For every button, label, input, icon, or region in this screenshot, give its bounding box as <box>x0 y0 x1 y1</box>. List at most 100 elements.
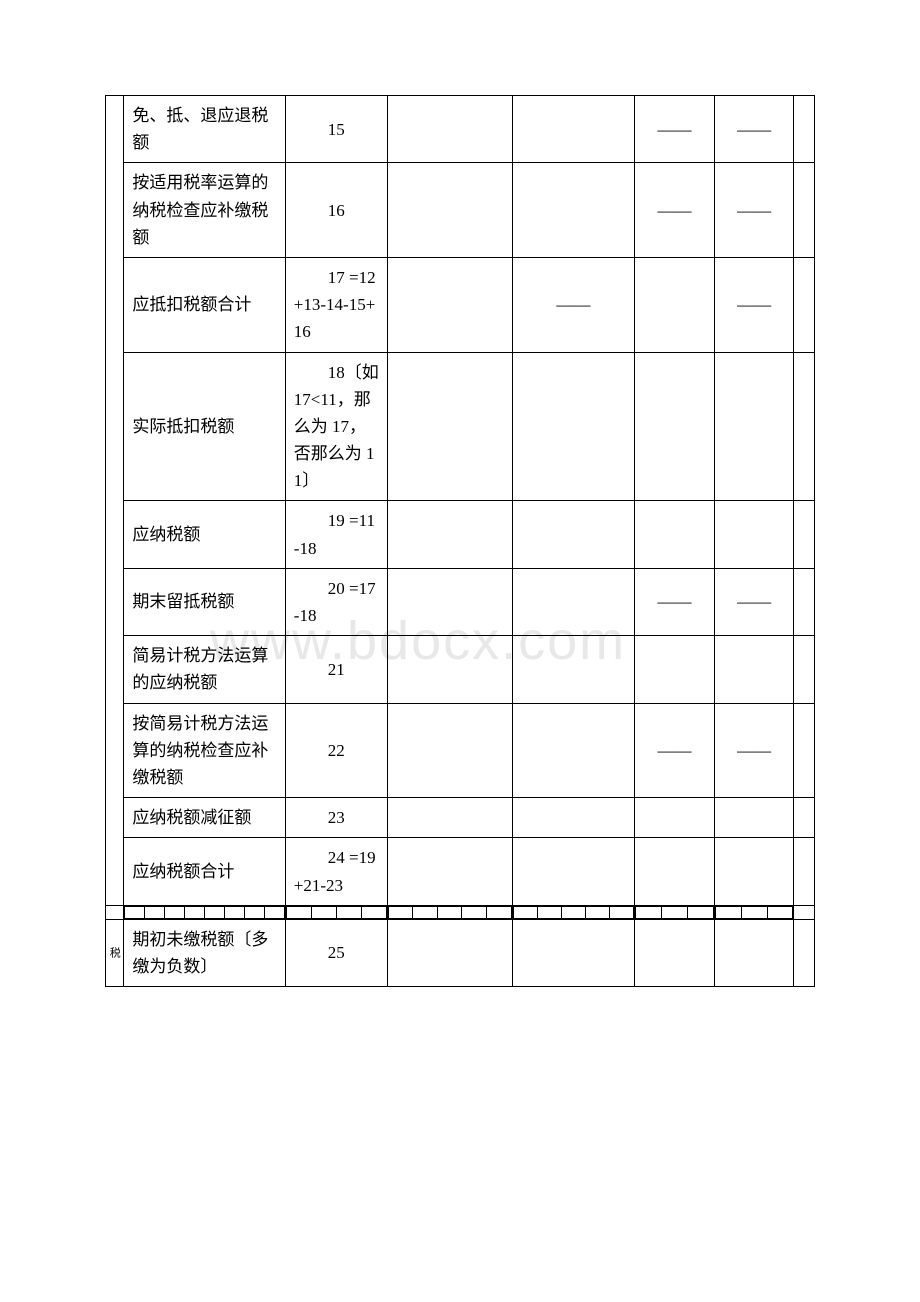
row-num: 15 <box>285 96 387 163</box>
spacer-row <box>106 905 815 919</box>
cell <box>794 501 815 568</box>
table-row: 实际抵扣税额 18〔如 17<11，那么为 17，否那么为 11〕 <box>106 352 815 501</box>
row-desc: 应纳税额 <box>124 501 285 568</box>
cell <box>512 838 635 905</box>
row-desc: 免、抵、退应退税额 <box>124 96 285 163</box>
tax-table: 免、抵、退应退税额 15 —— —— 按适用税率运算的纳税检查应补缴税额 16 … <box>105 95 815 987</box>
row-num: 20 =17-18 <box>285 568 387 635</box>
cell: —— <box>635 703 715 798</box>
cell <box>714 636 794 703</box>
table-row: 应纳税额 19 =11-18 <box>106 501 815 568</box>
table-row: 应纳税额合计 24 =19+21-23 <box>106 838 815 905</box>
cell <box>387 257 512 352</box>
cell <box>794 905 815 919</box>
cell <box>387 838 512 905</box>
cell <box>714 919 794 986</box>
table-row: 应抵扣税额合计 17 =12+13-14-15+16 —— —— <box>106 257 815 352</box>
document-page: 免、抵、退应退税额 15 —— —— 按适用税率运算的纳税检查应补缴税额 16 … <box>0 0 920 1082</box>
cell <box>794 96 815 163</box>
cell <box>635 501 715 568</box>
cell <box>387 798 512 838</box>
cell <box>794 352 815 501</box>
cell: —— <box>714 703 794 798</box>
cell: —— <box>635 96 715 163</box>
cell: —— <box>512 257 635 352</box>
cell <box>124 905 285 919</box>
cell <box>794 568 815 635</box>
row-desc: 应纳税额合计 <box>124 838 285 905</box>
cell <box>635 636 715 703</box>
cell <box>794 919 815 986</box>
row-desc: 期末留抵税额 <box>124 568 285 635</box>
cell <box>635 798 715 838</box>
cell <box>387 905 512 919</box>
side-section <box>106 96 124 906</box>
cell <box>714 501 794 568</box>
row-num: 17 =12+13-14-15+16 <box>285 257 387 352</box>
cell: —— <box>714 96 794 163</box>
cell <box>794 163 815 258</box>
cell: —— <box>714 163 794 258</box>
cell <box>635 838 715 905</box>
cell <box>794 636 815 703</box>
cell: —— <box>635 568 715 635</box>
cell <box>794 798 815 838</box>
cell <box>387 636 512 703</box>
row-desc: 应抵扣税额合计 <box>124 257 285 352</box>
cell <box>512 352 635 501</box>
cell <box>512 919 635 986</box>
cell <box>714 352 794 501</box>
cell <box>387 703 512 798</box>
cell <box>794 703 815 798</box>
row-num: 22 <box>285 703 387 798</box>
row-num: 19 =11-18 <box>285 501 387 568</box>
row-num: 25 <box>285 919 387 986</box>
cell <box>635 919 715 986</box>
row-desc: 实际抵扣税额 <box>124 352 285 501</box>
row-desc: 简易计税方法运算的应纳税额 <box>124 636 285 703</box>
cell <box>512 501 635 568</box>
cell <box>635 905 715 919</box>
cell <box>794 838 815 905</box>
cell <box>387 501 512 568</box>
cell <box>512 96 635 163</box>
cell <box>714 838 794 905</box>
cell <box>512 568 635 635</box>
table-row: 简易计税方法运算的应纳税额 21 <box>106 636 815 703</box>
cell <box>635 257 715 352</box>
side-section-label: 税 <box>106 919 124 986</box>
table-row: 按适用税率运算的纳税检查应补缴税额 16 —— —— <box>106 163 815 258</box>
row-num: 21 <box>285 636 387 703</box>
table-row: 期末留抵税额 20 =17-18 —— —— <box>106 568 815 635</box>
cell: —— <box>714 257 794 352</box>
row-num: 24 =19+21-23 <box>285 838 387 905</box>
cell <box>512 798 635 838</box>
cell <box>714 798 794 838</box>
cell <box>635 352 715 501</box>
cell <box>106 905 124 919</box>
table-row: 税 期初未缴税额〔多缴为负数〕 25 <box>106 919 815 986</box>
cell <box>387 352 512 501</box>
row-num: 23 <box>285 798 387 838</box>
row-desc: 期初未缴税额〔多缴为负数〕 <box>124 919 285 986</box>
row-desc: 按适用税率运算的纳税检查应补缴税额 <box>124 163 285 258</box>
cell <box>512 636 635 703</box>
row-desc: 应纳税额减征额 <box>124 798 285 838</box>
row-num: 16 <box>285 163 387 258</box>
table-row: 免、抵、退应退税额 15 —— —— <box>106 96 815 163</box>
cell: —— <box>635 163 715 258</box>
row-num: 18〔如 17<11，那么为 17，否那么为 11〕 <box>285 352 387 501</box>
table-row: 应纳税额减征额 23 <box>106 798 815 838</box>
cell <box>387 919 512 986</box>
cell <box>512 905 635 919</box>
cell <box>387 163 512 258</box>
row-desc: 按简易计税方法运算的纳税检查应补缴税额 <box>124 703 285 798</box>
table-row: 按简易计税方法运算的纳税检查应补缴税额 22 —— —— <box>106 703 815 798</box>
cell <box>512 703 635 798</box>
cell <box>512 163 635 258</box>
cell <box>714 905 794 919</box>
cell <box>387 568 512 635</box>
cell <box>387 96 512 163</box>
cell <box>285 905 387 919</box>
cell: —— <box>714 568 794 635</box>
